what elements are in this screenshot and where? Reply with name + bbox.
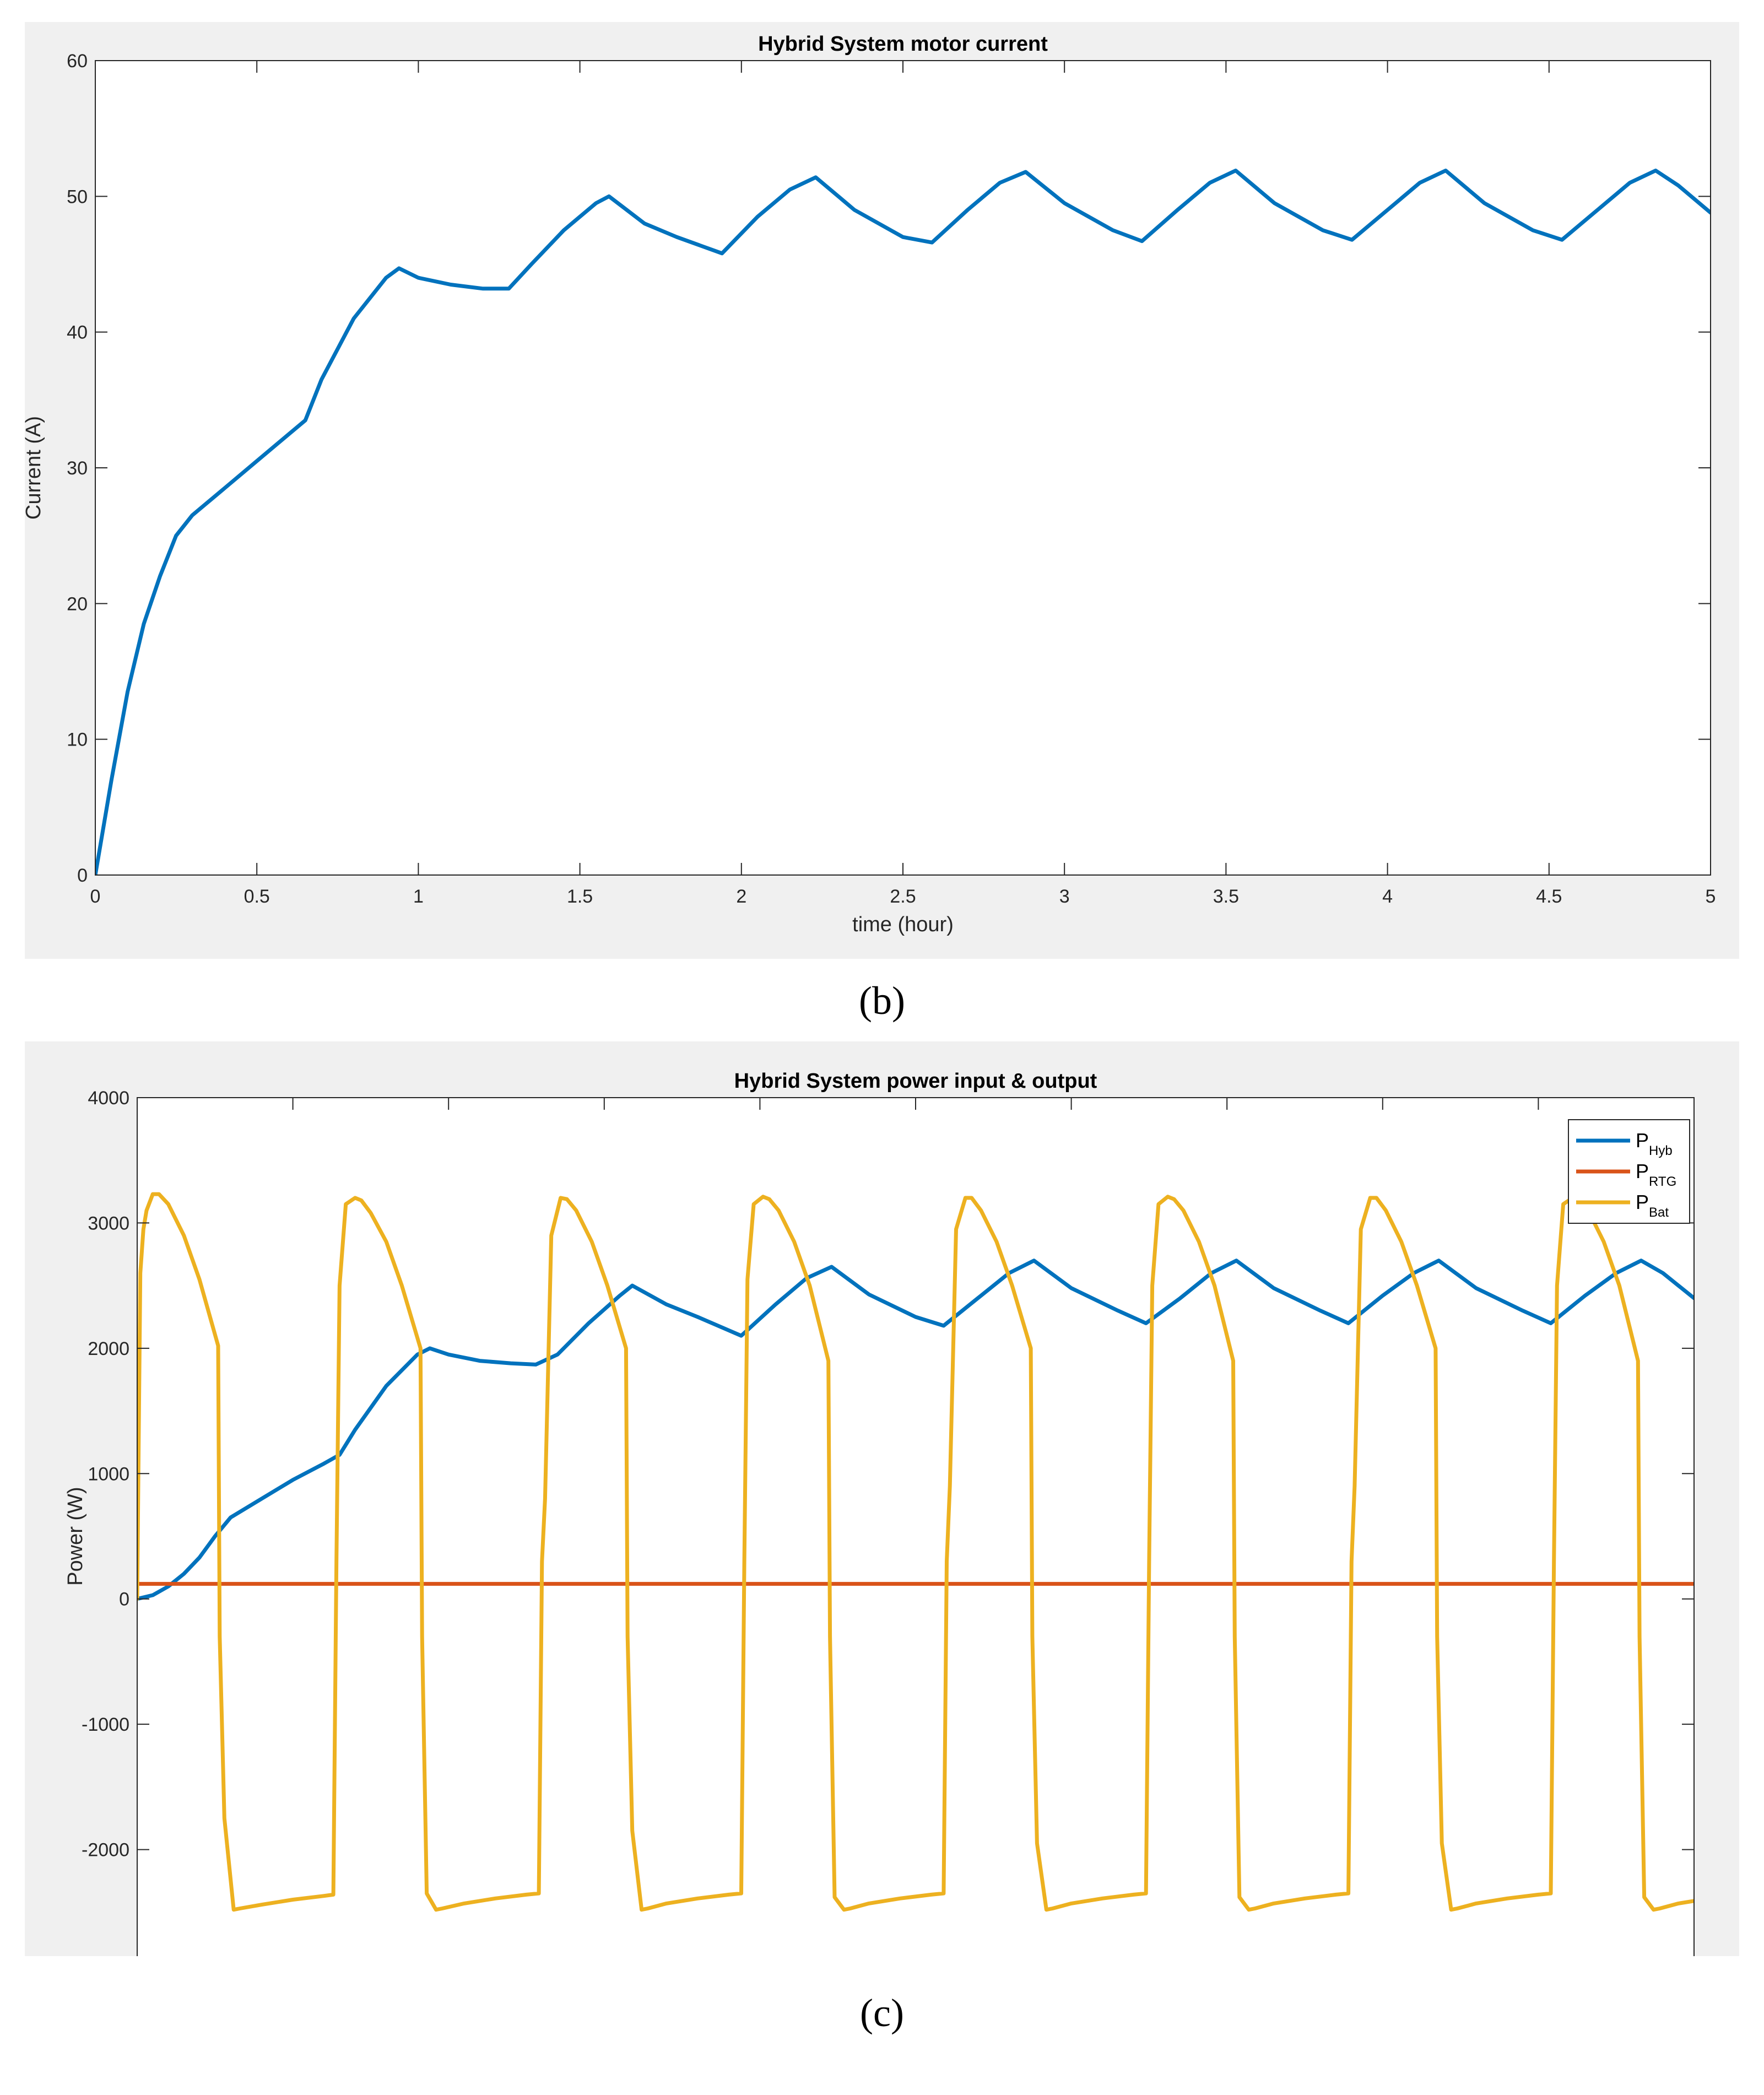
chart-b-series-group: [95, 169, 1711, 875]
chart-c-legend-label-sub: RTG: [1649, 1174, 1676, 1189]
chart-b-title: Hybrid System motor current: [758, 33, 1048, 56]
chart-b-x-tick-label: 4: [1382, 886, 1393, 907]
chart-b-x-tick-label: 1: [413, 886, 424, 907]
chart-b-x-tick-label: 3: [1059, 886, 1070, 907]
power-chart: 00.511.522.533.544.55-3000-2000-10000100…: [64, 1070, 1695, 1956]
chart-c-legend-label-main: P: [1636, 1160, 1649, 1183]
chart-b-series-line-0: [95, 169, 1711, 875]
chart-b-x-tick-label: 4.5: [1536, 886, 1562, 907]
caption-c: (c): [860, 1991, 904, 2035]
chart-c-legend-label-main: P: [1636, 1129, 1649, 1152]
chart-panel-c: 00.511.522.533.544.55-3000-2000-10000100…: [25, 1041, 1739, 1956]
chart-b-y-tick-label: 30: [67, 458, 88, 479]
chart-c-y-tick-label: 0: [119, 1589, 129, 1610]
chart-c-plot-area: [137, 1098, 1694, 1956]
chart-c-legend-label-sub: Hyb: [1649, 1143, 1673, 1158]
chart-b-x-tick-label: 0.5: [244, 886, 270, 907]
chart-b-x-axis-label: time (hour): [852, 913, 954, 936]
chart-c-y-axis-label: Power (W): [64, 1487, 87, 1585]
chart-b-x-tick-label: 2.5: [890, 886, 916, 907]
chart-c-y-tick-label: -2000: [82, 1840, 129, 1861]
chart-c-series-group: [137, 1192, 1694, 1912]
chart-c-legend-label-rtg: PRTG: [1636, 1160, 1676, 1189]
chart-c-legend-label-hyb: PHyb: [1636, 1129, 1673, 1158]
chart-b-x-tick-label: 5: [1706, 886, 1716, 907]
chart-b-x-tick-label: 1.5: [567, 886, 593, 907]
chart-b-x-tick-label: 3.5: [1213, 886, 1239, 907]
chart-c-legend-label-main: P: [1636, 1191, 1649, 1213]
chart-b-x-tick-label: 2: [736, 886, 746, 907]
motor-current-chart: 0 0.5 1 1.5 2 2.5 3 3.5 4 4.5 50102030405060Hybrid…: [25, 33, 1716, 936]
chart-c-y-tick-label: 3000: [88, 1213, 129, 1234]
chart-b-y-tick-label: 0: [77, 865, 88, 886]
chart-b-y-tick-label: 40: [67, 322, 88, 343]
chart-c-title: Hybrid System power input & output: [734, 1070, 1097, 1093]
chart-b-y-tick-label: 20: [67, 593, 88, 614]
chart-b-plot-area: [95, 61, 1711, 875]
chart-c-y-tick-label: -1000: [82, 1714, 129, 1735]
chart-b-y-tick-label: 10: [67, 730, 88, 750]
chart-b-y-axis-label: Current (A): [25, 416, 45, 520]
chart-c-y-tick-label: 4000: [88, 1088, 129, 1109]
chart-b-y-tick-label: 50: [67, 186, 88, 207]
chart-c-legend-label-sub: Bat: [1649, 1205, 1669, 1220]
chart-c-legend-label-bat: PBat: [1636, 1191, 1669, 1220]
chart-c-y-tick-label: 1000: [88, 1464, 129, 1484]
chart-b-y-tick-label: 60: [67, 51, 88, 72]
chart-b-x-tick-label: 0: [90, 886, 101, 907]
chart-c-y-tick-label: 2000: [88, 1338, 129, 1359]
caption-b: (b): [859, 979, 905, 1023]
chart-panel-b: 0 0.5 1 1.5 2 2.5 3 3.5 4 4.5 5 0 10 20 30 40 50 60 Hybrid…: [25, 22, 1739, 959]
chart-c-series-line-bat: [137, 1192, 1694, 1912]
